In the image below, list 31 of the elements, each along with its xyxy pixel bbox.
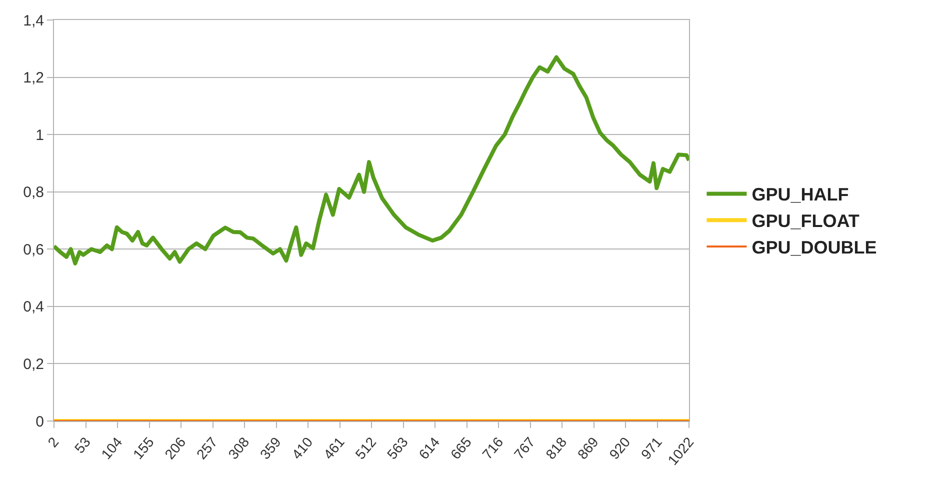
x-tick-label: 206: [161, 434, 189, 462]
x-tick-label: 614: [415, 434, 443, 462]
y-tick-label: 0,6: [23, 241, 44, 258]
x-tick-label: 461: [320, 434, 348, 462]
y-tick-label: 0: [36, 413, 44, 430]
x-tick-label: 512: [352, 434, 380, 462]
y-tick-label: 1: [36, 126, 44, 144]
y-tick-label: 0,8: [23, 184, 44, 202]
legend-label: GPU_FLOAT: [752, 211, 860, 232]
x-tick-label: 359: [256, 434, 284, 462]
x-tick-label: 818: [542, 434, 570, 462]
x-tick-label: 665: [447, 434, 475, 462]
x-tick-label: 2: [44, 434, 62, 450]
x-tick-label: 920: [606, 434, 634, 462]
legend-label: GPU_HALF: [752, 184, 849, 205]
y-tick-label: 1,2: [23, 70, 44, 87]
x-tick-label: 767: [510, 434, 538, 462]
y-tick-label: 1,4: [23, 12, 44, 30]
x-tick-label: 104: [98, 434, 126, 462]
x-tick-label: 716: [478, 434, 506, 462]
x-tick-label: 53: [71, 434, 94, 456]
x-tick-label: 869: [574, 434, 602, 462]
y-tick-label: 0,4: [23, 298, 44, 316]
x-tick-label: 257: [193, 434, 221, 462]
x-tick-label: 410: [288, 434, 316, 462]
x-tick-label: 563: [384, 434, 412, 462]
x-tick-label: 308: [224, 434, 252, 462]
x-tick-label: 155: [130, 434, 158, 462]
y-tick-label: 0,2: [23, 356, 44, 373]
legend-label: GPU_DOUBLE: [752, 238, 877, 258]
x-tick-label: 971: [638, 434, 666, 462]
